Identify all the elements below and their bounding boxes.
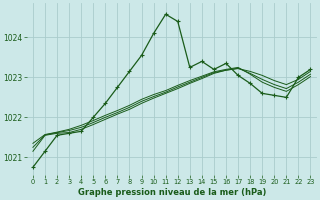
X-axis label: Graphe pression niveau de la mer (hPa): Graphe pression niveau de la mer (hPa) [77, 188, 266, 197]
